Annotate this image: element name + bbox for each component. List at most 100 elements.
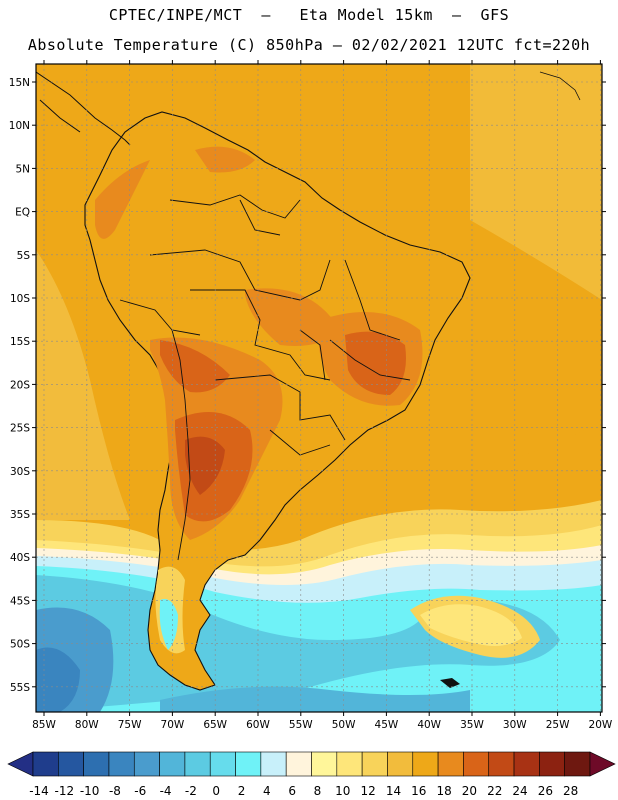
falkland-islands xyxy=(440,678,460,688)
longitude-labels: 85W 80W 75W 70W 65W 60W 55W 50W 45W 40W 35W 30W 25W 2… xyxy=(32,719,613,731)
colorbar-label: 14 xyxy=(386,784,401,798)
colorbar-label: -8 xyxy=(109,784,121,798)
colorbar-label: 6 xyxy=(288,784,296,798)
field-swirl-light xyxy=(420,604,522,646)
colorbar-swatch xyxy=(32,751,59,777)
colorbar-swatch xyxy=(336,751,363,777)
border-brazil-states-2 xyxy=(329,339,411,381)
lon-label: 65W xyxy=(203,719,227,731)
lon-label: 35W xyxy=(460,719,484,731)
colorbar-label: 0 xyxy=(212,784,220,798)
lon-label: 75W xyxy=(118,719,142,731)
lon-label: 80W xyxy=(75,719,99,731)
colorbar-swatch xyxy=(564,751,591,777)
map-frame xyxy=(35,63,603,713)
colorbar-swatch xyxy=(361,751,388,777)
lat-label: EQ xyxy=(15,207,30,219)
land-andes-north xyxy=(95,160,150,239)
central-america-coast xyxy=(36,71,131,146)
colorbar-label: -12 xyxy=(55,784,75,798)
colorbar-swatch xyxy=(159,751,186,777)
lat-label: 50S xyxy=(10,639,30,651)
colorbar-swatch xyxy=(285,751,312,777)
field-south-blue-strip xyxy=(160,686,470,712)
colorbar-label: 4 xyxy=(263,784,271,798)
colorbar-label: 2 xyxy=(238,784,246,798)
lon-label: 85W xyxy=(32,719,56,731)
colorbar-swatch xyxy=(387,751,414,777)
colorbar-swatch xyxy=(235,751,262,777)
lat-label: 25S xyxy=(10,423,30,435)
land-venezuela-warm xyxy=(195,146,255,173)
colorbar-swatch xyxy=(58,751,84,777)
border-brazil-states-3 xyxy=(299,329,326,381)
lon-label: 45W xyxy=(375,719,399,731)
border-uruguay xyxy=(269,429,331,456)
colorbar-label: -14 xyxy=(29,784,49,798)
lat-label: 5S xyxy=(17,250,31,262)
colorbar-swatch xyxy=(463,751,490,777)
lat-label: 5N xyxy=(15,163,30,175)
colorbar-label: -10 xyxy=(80,784,100,798)
colorbar-label: 16 xyxy=(411,784,426,798)
colorbar-swatch xyxy=(260,751,287,777)
lon-label: 55W xyxy=(289,719,313,731)
lon-label: 60W xyxy=(246,719,270,731)
colorbar-swatch xyxy=(83,751,110,777)
colorbar-label: -4 xyxy=(160,784,172,798)
field-sw-dark-blue xyxy=(36,647,80,712)
colorbar-label: -2 xyxy=(185,784,197,798)
colorbar-swatch xyxy=(133,751,160,777)
gridlines xyxy=(36,64,602,712)
lat-label: 10N xyxy=(9,120,30,132)
border-paraguay xyxy=(214,374,346,441)
colorbar-label: 10 xyxy=(335,784,350,798)
lon-label: 50W xyxy=(332,719,356,731)
land-hottest-zone xyxy=(185,436,225,495)
lon-label: 40W xyxy=(417,719,441,731)
lat-label: 15S xyxy=(10,336,30,348)
axis-ticks xyxy=(32,60,606,716)
lat-label: 35S xyxy=(10,509,30,521)
land-hot-zone-2 xyxy=(160,340,230,393)
lat-label: 40S xyxy=(10,552,30,564)
colorbar-swatch xyxy=(488,751,515,777)
colorbar-over-arrow xyxy=(589,751,616,777)
border-peru-bolivia xyxy=(119,299,201,336)
land-hot-zone-3 xyxy=(345,331,406,395)
colorbar-label: -6 xyxy=(134,784,146,798)
lat-label: 20S xyxy=(10,379,30,391)
lat-label: 10S xyxy=(10,293,30,305)
latitude-labels: 15N 10N 5N EQ 5S 10S 15S 20S 25S 30S 35S 40S 45S 50S 5… xyxy=(9,77,31,694)
lon-label: 25W xyxy=(546,719,570,731)
central-america-pacific-coast xyxy=(39,99,81,133)
colorbar-swatch xyxy=(108,751,135,777)
colorbar-label: 18 xyxy=(436,784,451,798)
border-brazil-states-1 xyxy=(344,259,401,341)
colorbar-swatch xyxy=(184,751,211,777)
colorbar-swatch xyxy=(209,751,236,777)
colorbar-swatch xyxy=(513,751,540,777)
map-field xyxy=(36,64,602,712)
chart-title-line2: Absolute Temperature (C) 850hPa – 02/02/… xyxy=(27,36,591,54)
colorbar xyxy=(7,751,616,777)
colorbar-labels: -14 -12 -10 -8 -6 -4 -2 0 2 4 6 8 10 12 14 16 18 20 22 24 26… xyxy=(29,784,578,798)
border-bolivia-brazil xyxy=(190,289,331,381)
colorbar-swatch xyxy=(311,751,338,777)
lon-label: 70W xyxy=(161,719,185,731)
colorbar-label: 26 xyxy=(538,784,553,798)
lat-label: 30S xyxy=(10,466,30,478)
colorbar-under-arrow xyxy=(7,751,34,777)
border-chile-argentina xyxy=(171,329,191,561)
colorbar-swatch xyxy=(539,751,565,777)
lon-label: 20W xyxy=(589,719,613,731)
field-pacific-yellow xyxy=(36,250,130,520)
colorbar-label: 8 xyxy=(314,784,322,798)
chart-title-line1: CPTEC/INPE/MCT – Eta Model 15km – GFS xyxy=(108,6,510,24)
border-venezuela xyxy=(239,199,281,236)
border-amazon xyxy=(149,249,331,301)
land-patagonia-cold xyxy=(159,599,178,650)
country-borders xyxy=(119,194,411,561)
colorbar-swatch xyxy=(437,751,464,777)
